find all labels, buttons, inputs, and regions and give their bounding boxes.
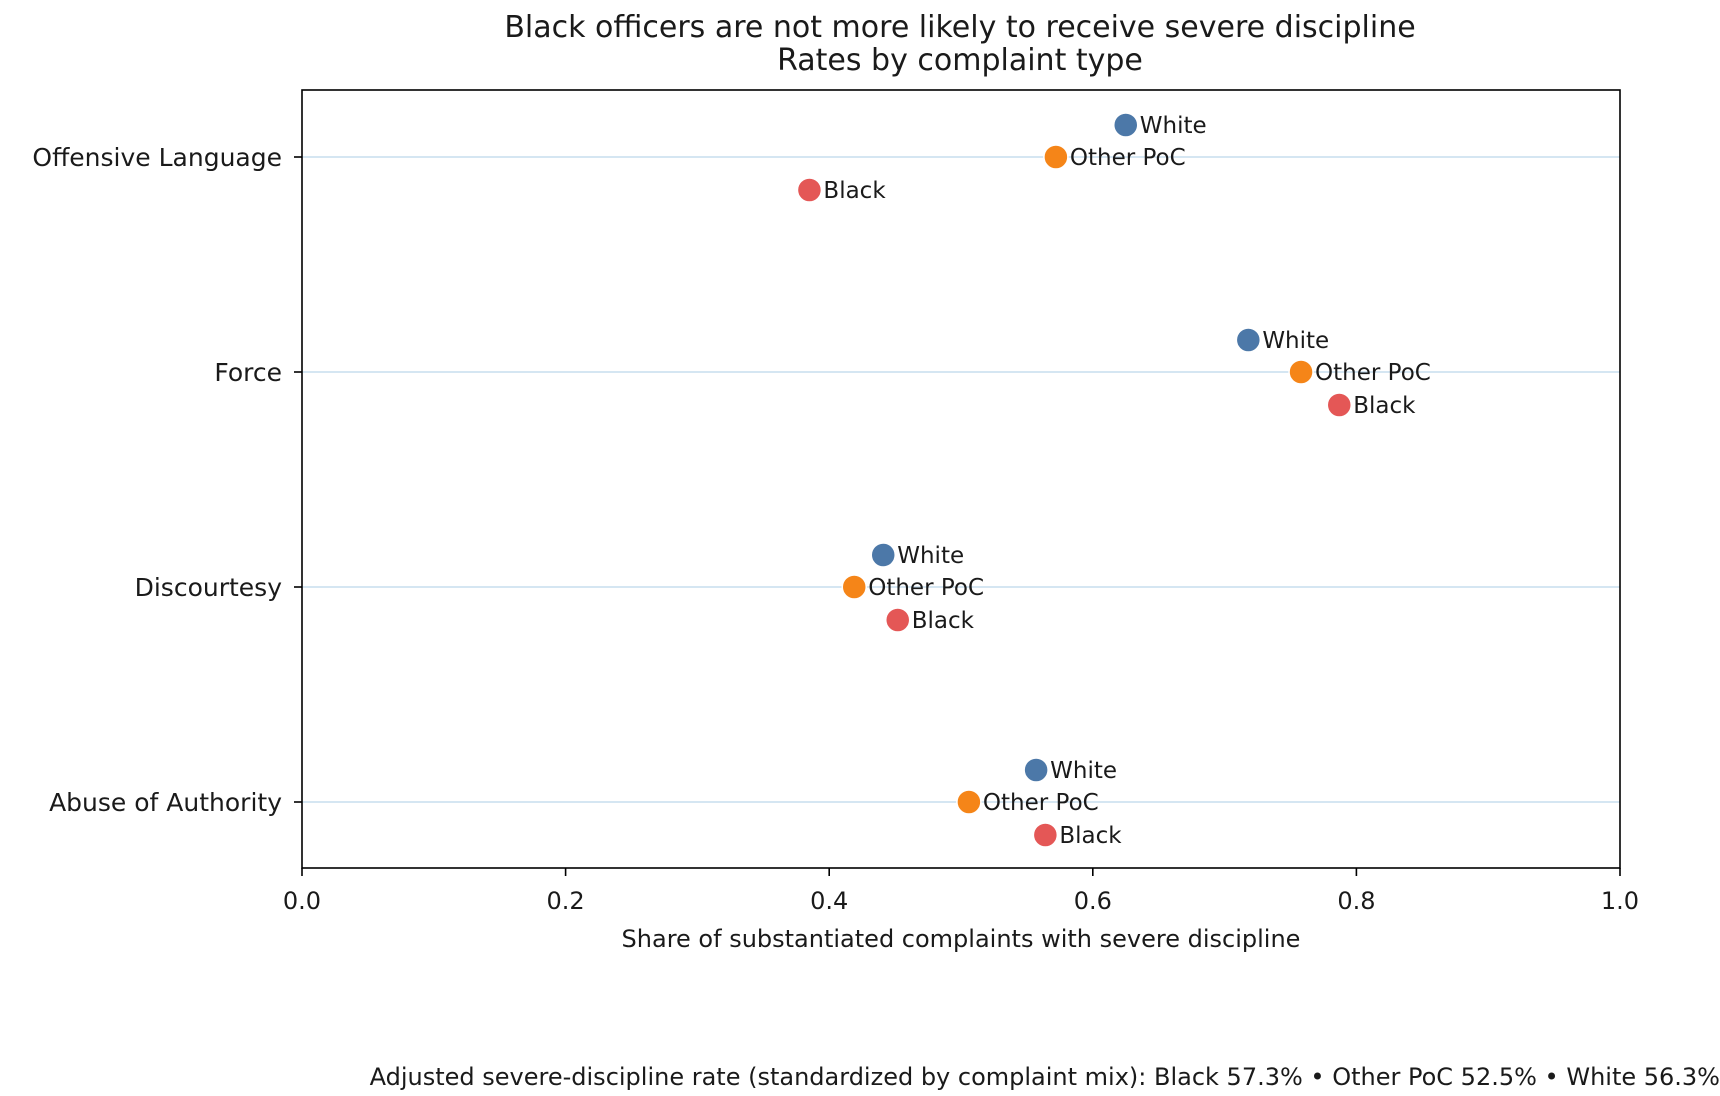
point-label: White [1262,328,1329,354]
point-label: Black [1353,393,1416,419]
data-point [956,789,982,815]
point-label: White [1140,113,1207,139]
data-point [841,574,867,600]
data-point [1032,822,1059,848]
y-tick-label: Abuse of Authority [49,788,282,817]
data-points: White White White White Other PoC Other PoC Ot… [796,112,1431,849]
data-point [870,542,896,568]
x-tick-label: 1.0 [1601,887,1639,915]
point-label: White [1050,758,1117,784]
x-axis: 0.0 0.2 0.4 0.6 0.8 1.0 [283,868,1639,915]
data-point [1043,144,1069,170]
y-tick-label: Force [214,358,282,387]
point-label: Black [912,608,975,634]
data-point [1288,359,1314,385]
y-axis: Offensive Language Force Discourtesy Abuse … [32,143,302,817]
data-point [1235,327,1262,353]
footnote: Adjusted severe-discipline rate (standar… [370,1063,1720,1091]
x-tick-label: 0.0 [283,887,321,915]
data-point [1326,392,1353,418]
point-label: White [897,543,964,569]
x-tick-label: 0.4 [810,887,848,915]
point-label: Other PoC [1070,145,1186,171]
data-point [1023,757,1049,783]
chart-subtitle: Rates by complaint type [777,43,1143,78]
data-point [1113,112,1139,138]
x-axis-label: Share of substantiated complaints with s… [622,925,1301,953]
point-label: Black [1059,823,1122,849]
data-point [884,607,911,633]
x-tick-label: 0.6 [1074,887,1112,915]
plot-frame [301,89,1621,869]
y-tick-label: Offensive Language [32,143,282,172]
y-tick-label: Discourtesy [135,573,283,602]
point-label: Other PoC [983,790,1099,816]
x-tick-label: 0.8 [1337,887,1375,915]
x-tick-label: 0.2 [547,887,585,915]
point-label: Black [823,178,886,204]
point-label: Other PoC [868,575,984,601]
gridlines [302,156,1620,803]
point-label: Other PoC [1315,360,1431,386]
chart-title: Black officers are not more likely to re… [504,10,1415,45]
data-point [796,177,823,203]
